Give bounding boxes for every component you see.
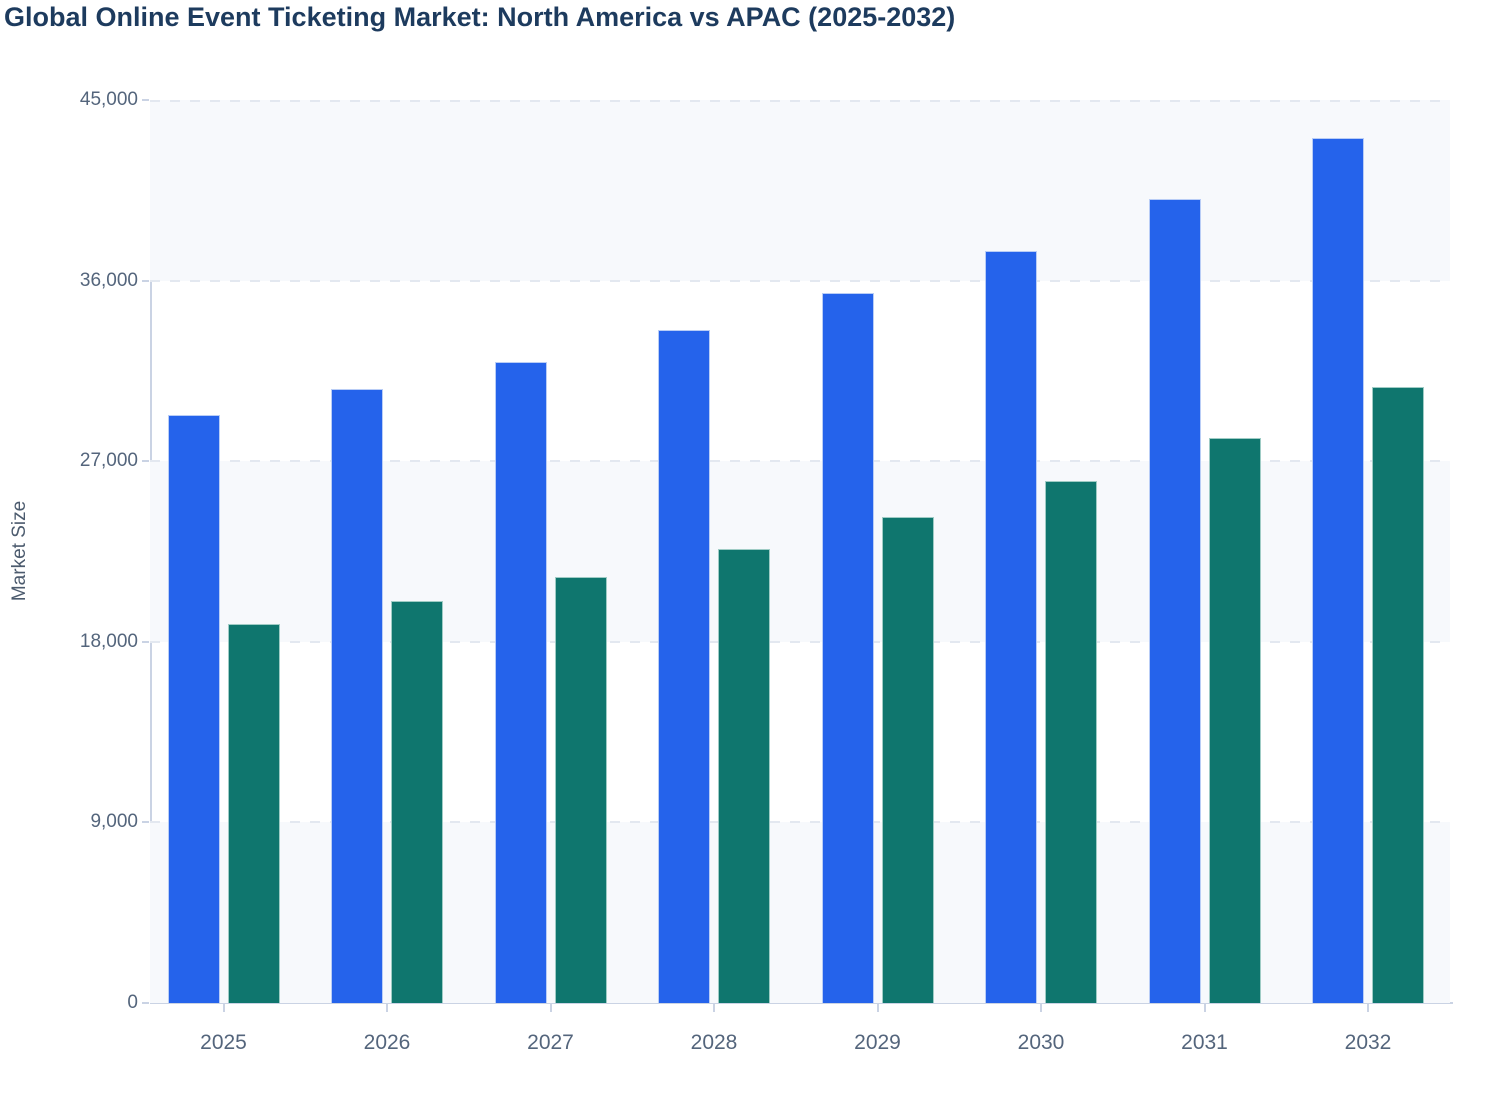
bar-north-america-2027[interactable] bbox=[494, 361, 547, 1003]
y-tick-label: 45,000 bbox=[79, 89, 138, 110]
x-tick-mark bbox=[222, 1004, 225, 1012]
plot-band bbox=[150, 100, 1450, 281]
gridline bbox=[150, 100, 1450, 102]
y-tick-mark bbox=[142, 821, 149, 824]
bar-north-america-2029[interactable] bbox=[821, 292, 874, 1003]
bar-apac-2027[interactable] bbox=[554, 576, 607, 1003]
plot-area bbox=[150, 100, 1450, 1003]
y-tick-mark bbox=[142, 1002, 149, 1004]
y-tick-mark bbox=[142, 99, 149, 101]
x-tick-mark bbox=[713, 1004, 715, 1012]
x-tick-label: 2026 bbox=[363, 1031, 411, 1054]
bar-north-america-2028[interactable] bbox=[658, 329, 710, 1003]
bar-north-america-2026[interactable] bbox=[331, 388, 383, 1003]
x-tick-label: 2029 bbox=[854, 1031, 901, 1054]
y-tick-mark bbox=[142, 640, 149, 643]
bar-apac-2030[interactable] bbox=[1045, 481, 1097, 1003]
x-tick-mark bbox=[1040, 1004, 1042, 1012]
bar-apac-2031[interactable] bbox=[1208, 438, 1261, 1003]
bar-north-america-2025[interactable] bbox=[167, 415, 220, 1003]
bar-apac-2026[interactable] bbox=[391, 600, 443, 1003]
bar-apac-2025[interactable] bbox=[227, 623, 280, 1003]
x-tick-label: 2027 bbox=[527, 1031, 574, 1054]
x-tick-mark bbox=[549, 1004, 552, 1012]
y-tick-label: 36,000 bbox=[79, 269, 138, 291]
gridline bbox=[150, 640, 1450, 643]
x-tick-label: 2032 bbox=[1344, 1031, 1392, 1054]
gridline bbox=[150, 460, 1450, 463]
y-tick-label: 18,000 bbox=[79, 630, 138, 652]
bar-apac-2029[interactable] bbox=[881, 517, 934, 1003]
y-tick-label: 9,000 bbox=[90, 811, 138, 833]
y-tick-mark bbox=[142, 279, 149, 282]
x-tick-mark bbox=[1203, 1004, 1206, 1012]
y-tick-mark bbox=[142, 460, 149, 463]
x-tick-mark bbox=[1367, 1004, 1369, 1012]
bar-north-america-2032[interactable] bbox=[1312, 138, 1364, 1003]
y-tick-label: 27,000 bbox=[79, 450, 138, 472]
x-tick-label: 2031 bbox=[1181, 1031, 1228, 1054]
x-tick-mark bbox=[386, 1004, 388, 1012]
y-axis-title: Market Size bbox=[9, 500, 30, 602]
x-tick-mark bbox=[876, 1004, 879, 1012]
x-tick-label: 2025 bbox=[200, 1031, 247, 1054]
chart-title: Global Online Event Ticketing Market: No… bbox=[4, 2, 956, 32]
x-axis-line bbox=[150, 1002, 1453, 1004]
gridline bbox=[150, 821, 1450, 824]
bar-apac-2028[interactable] bbox=[718, 548, 770, 1003]
x-tick-label: 2030 bbox=[1017, 1031, 1065, 1054]
bar-apac-2032[interactable] bbox=[1372, 386, 1424, 1003]
bar-north-america-2031[interactable] bbox=[1148, 199, 1201, 1003]
gridline bbox=[150, 279, 1450, 282]
bar-north-america-2030[interactable] bbox=[985, 250, 1037, 1003]
y-tick-label: 0 bbox=[127, 992, 138, 1013]
x-tick-label: 2028 bbox=[690, 1031, 738, 1054]
